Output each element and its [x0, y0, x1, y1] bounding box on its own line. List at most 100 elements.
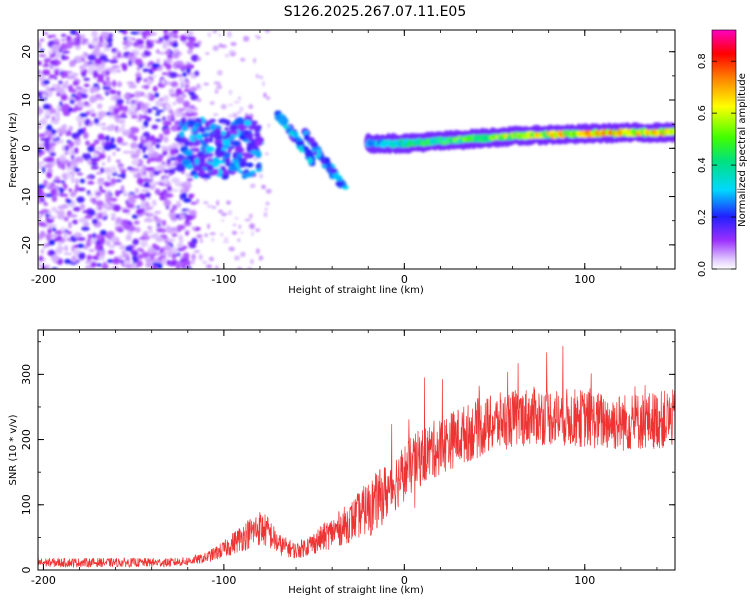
- noise-blob: [94, 234, 103, 239]
- noise-blob-fade: [203, 201, 209, 205]
- tail-blob: [246, 162, 254, 168]
- noise-blob: [151, 106, 159, 110]
- noise-blob: [181, 93, 187, 99]
- noise-blob: [43, 140, 50, 149]
- tail-blob: [237, 169, 242, 173]
- noise-blob: [89, 61, 93, 65]
- noise-blob: [56, 178, 61, 184]
- noise-blob: [141, 85, 151, 89]
- noise-blob: [95, 172, 102, 175]
- noise-blob-fade: [222, 240, 230, 244]
- colorbar-axis: 0.0 0.2 0.4 0.6 0.8: [697, 53, 736, 277]
- noise-blob: [85, 140, 90, 146]
- noise-blob: [87, 181, 95, 185]
- noise-blob: [179, 188, 185, 194]
- noise-blob: [41, 117, 49, 120]
- noise-blob: [136, 247, 144, 252]
- noise-blob-fade: [234, 255, 240, 261]
- noise-blob: [115, 148, 121, 151]
- noise-blob: [99, 185, 103, 192]
- noise-blob: [101, 210, 107, 217]
- noise-blob: [127, 98, 133, 104]
- noise-blob: [191, 226, 196, 230]
- noise-blob: [170, 125, 180, 132]
- noise-blob: [118, 55, 126, 58]
- noise-blob-fade: [218, 34, 222, 37]
- noise-blob-fade: [249, 213, 253, 219]
- noise-blob: [163, 199, 172, 207]
- noise-blob: [178, 234, 183, 241]
- noise-blob: [65, 166, 72, 171]
- noise-blob: [175, 213, 180, 219]
- noise-blob: [83, 126, 87, 133]
- tail-blob: [195, 133, 203, 140]
- noise-blob: [90, 162, 99, 166]
- spectrogram-xtick-label: 0: [401, 273, 408, 286]
- noise-blob: [81, 53, 87, 60]
- noise-blob: [176, 242, 184, 248]
- chirp-a: [279, 117, 285, 125]
- noise-blob: [106, 125, 114, 132]
- noise-blob: [57, 205, 66, 210]
- noise-blob: [106, 37, 113, 43]
- noise-blob: [74, 32, 80, 36]
- noise-blob-fade: [240, 231, 245, 234]
- noise-blob: [186, 80, 190, 85]
- noise-blob: [104, 33, 109, 38]
- noise-blob: [110, 197, 118, 202]
- noise-blob: [123, 45, 129, 51]
- noise-blob: [159, 97, 164, 102]
- noise-blob: [161, 258, 167, 266]
- noise-blob: [148, 228, 153, 234]
- noise-blob: [66, 172, 74, 179]
- noise-blob: [104, 192, 111, 199]
- noise-blob: [182, 100, 191, 108]
- noise-blob: [190, 201, 198, 205]
- noise-blob: [168, 168, 176, 172]
- carrier-core: [671, 128, 675, 135]
- noise-blob: [38, 133, 46, 138]
- noise-blob: [71, 245, 75, 252]
- noise-blob: [171, 204, 178, 211]
- noise-blob: [164, 193, 174, 198]
- noise-blob: [152, 85, 158, 92]
- noise-blob: [145, 192, 151, 198]
- noise-blob: [140, 188, 150, 193]
- noise-blob-fade: [258, 173, 264, 179]
- noise-blob: [97, 178, 105, 181]
- noise-blob: [87, 54, 97, 61]
- noise-blob: [188, 91, 196, 96]
- noise-blob: [90, 113, 97, 117]
- noise-blob: [42, 79, 50, 85]
- noise-blob: [157, 51, 166, 55]
- noise-blob: [119, 115, 128, 119]
- noise-blob: [54, 176, 61, 180]
- noise-blob: [42, 103, 51, 110]
- snr-axes: -200 -100 0 100 0 100 200 300: [20, 330, 675, 587]
- noise-blob: [76, 243, 85, 249]
- noise-blob: [108, 143, 117, 149]
- tail-blob: [178, 153, 183, 159]
- noise-blob: [144, 217, 152, 222]
- noise-blob-fade: [204, 233, 208, 238]
- snr-ytick-label: 100: [20, 494, 33, 515]
- snr-xtick-label: -100: [211, 574, 236, 587]
- noise-blob: [71, 88, 77, 94]
- tail-blob: [242, 129, 250, 135]
- noise-blob: [148, 93, 155, 102]
- noise-blob: [178, 213, 186, 220]
- noise-blob-fade: [265, 30, 270, 34]
- noise-blob: [122, 209, 131, 213]
- noise-blob: [89, 143, 96, 147]
- noise-blob: [43, 32, 49, 35]
- snr-xtick-label: -200: [31, 574, 56, 587]
- noise-blob: [170, 226, 179, 233]
- noise-blob: [116, 69, 122, 73]
- noise-blob: [43, 202, 49, 206]
- noise-blob-fade: [261, 184, 266, 190]
- noise-blob: [56, 235, 63, 241]
- noise-blob: [136, 158, 144, 166]
- noise-blob: [156, 58, 161, 64]
- noise-blob: [155, 112, 160, 116]
- noise-blob: [155, 143, 161, 149]
